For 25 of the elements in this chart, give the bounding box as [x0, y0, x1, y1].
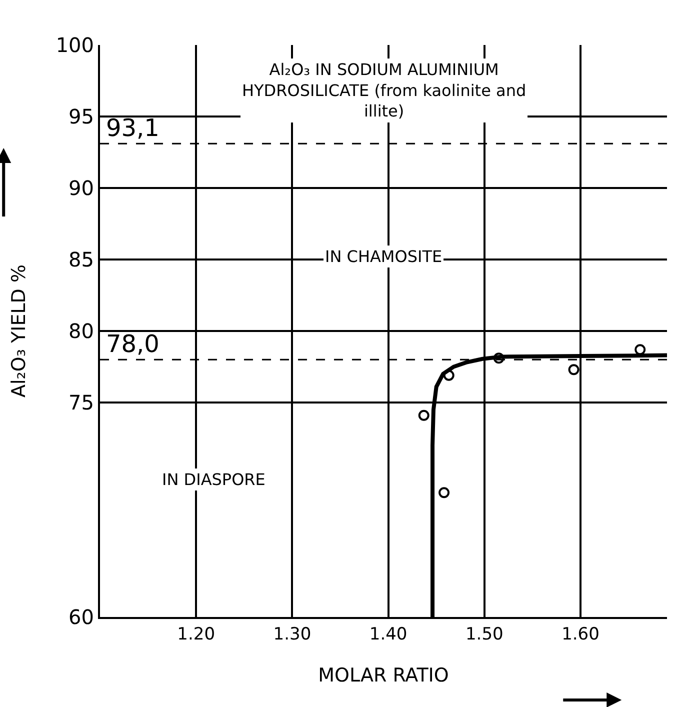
y-tick-label: 80: [68, 319, 94, 343]
x-tick-label: 1.50: [465, 624, 504, 644]
annotation: IN CHAMOSITE: [325, 247, 442, 266]
y-tick-label: 95: [68, 104, 94, 128]
point: [568, 364, 580, 376]
y-tick-label: 100: [56, 33, 94, 57]
ref-line-label: 78,0: [106, 330, 160, 358]
point: [418, 410, 430, 421]
y-tick-label: 75: [68, 390, 94, 414]
x-tick-label: 1.20: [177, 624, 216, 644]
point: [634, 344, 646, 356]
y-tick-label: 90: [68, 176, 94, 200]
x-tick-label: 1.30: [273, 624, 312, 644]
y-tick-label: 60: [68, 605, 94, 629]
y-tick-label: 85: [68, 248, 94, 272]
point: [493, 352, 504, 364]
annotation: IN DIASPORE: [162, 470, 266, 489]
x-tick-label: 1.40: [369, 624, 408, 644]
ref-line-label: 93,1: [106, 114, 160, 142]
y-axis-title: Al₂O₃ YIELD %: [8, 264, 30, 398]
x-tick-label: 1.60: [562, 624, 600, 644]
annotation: Al₂O₃ IN SODIUM ALUMINIUM HYDROSILICATE (from kaolinite and illite): [242, 60, 526, 121]
point: [443, 370, 454, 381]
point: [438, 487, 450, 498]
x-axis-title: MOLAR RATIO: [318, 664, 449, 687]
